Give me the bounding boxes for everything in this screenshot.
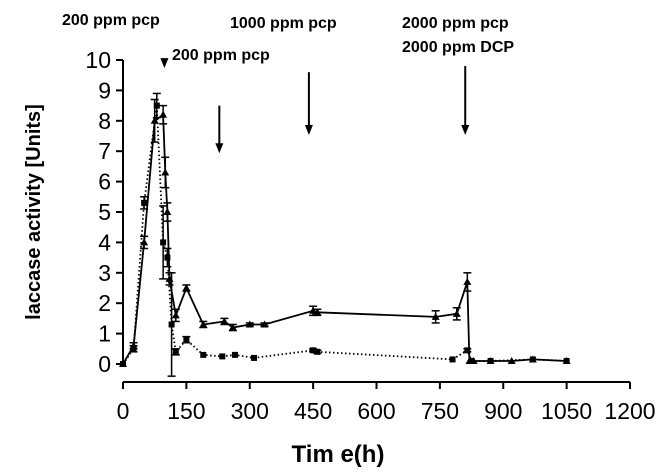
series-layer — [119, 92, 571, 377]
data-point — [464, 347, 471, 354]
data-point — [487, 357, 494, 364]
x-tick-label: 600 — [357, 398, 395, 424]
arrowhead — [215, 143, 224, 154]
data-point — [182, 284, 191, 291]
y-tick-label: 1 — [98, 321, 111, 347]
y-tick-label: 0 — [98, 351, 111, 377]
data-point — [228, 323, 237, 331]
annotation-layer: 200 ppm pcp 200 ppm pcp 1000 ppm pcp 200… — [62, 12, 514, 154]
arrowhead — [304, 124, 313, 135]
series-line — [122, 105, 567, 365]
x-tick-label: 300 — [231, 398, 269, 424]
axes: 0 1 2 3 4 5 6 7 8 9 10 0 150 300 450 600 750 900 1050 1200 — [85, 47, 655, 424]
series-line — [122, 112, 567, 365]
data-point — [220, 317, 229, 325]
y-tick-label: 7 — [98, 138, 111, 164]
y-tick-label: 2 — [98, 290, 111, 316]
y-tick-label: 8 — [98, 108, 111, 134]
annotation-label: 1000 ppm pcp — [230, 15, 337, 32]
series-dotted — [120, 92, 570, 377]
annotation-label: 2000 ppm DCP — [402, 39, 514, 56]
data-point — [250, 354, 257, 361]
y-tick-label: 6 — [98, 169, 111, 195]
x-tick-label: 1200 — [604, 398, 655, 424]
annotation-label: 200 ppm pcp — [172, 47, 270, 64]
y-tick-label: 5 — [98, 199, 111, 225]
data-point — [449, 356, 456, 363]
annotation-label: 200 ppm pcp — [62, 12, 160, 29]
data-point — [163, 208, 172, 215]
data-point — [161, 168, 170, 176]
data-point — [141, 199, 148, 206]
annotation-label: 2000 ppm pcp — [402, 15, 509, 32]
data-point — [171, 311, 180, 319]
x-tick-label: 1050 — [541, 398, 592, 424]
data-point — [314, 348, 321, 355]
data-point — [431, 312, 440, 320]
data-point — [168, 321, 175, 328]
data-point — [120, 361, 126, 367]
y-tick-label: 9 — [98, 77, 111, 103]
data-point — [160, 239, 167, 246]
y-tick-label: 4 — [98, 229, 111, 255]
data-point — [172, 348, 179, 355]
x-tick-label: 150 — [167, 398, 205, 424]
data-point — [309, 306, 318, 314]
data-point — [200, 351, 207, 358]
series-solid — [119, 98, 571, 367]
data-point — [183, 336, 190, 343]
data-point — [164, 254, 171, 261]
arrowhead — [461, 124, 470, 135]
data-point — [468, 357, 475, 364]
data-point — [452, 309, 461, 317]
data-point — [231, 351, 238, 358]
arrowhead — [160, 58, 169, 69]
data-point — [260, 320, 269, 328]
data-point — [199, 320, 208, 328]
data-point — [563, 357, 570, 364]
data-point — [219, 353, 226, 360]
y-tick-label: 10 — [85, 47, 111, 73]
x-tick-label: 900 — [484, 398, 522, 424]
data-point — [245, 320, 254, 328]
y-tick-label: 3 — [98, 260, 111, 286]
y-axis-title: laccase activity [Units] — [23, 104, 45, 320]
data-point — [310, 347, 317, 354]
data-point — [159, 110, 168, 118]
data-point — [313, 308, 322, 316]
x-axis-title: Tim e(h) — [292, 441, 385, 468]
x-tick-label: 750 — [421, 398, 459, 424]
data-point — [130, 345, 137, 352]
data-point — [153, 102, 160, 109]
x-tick-label: 450 — [294, 398, 332, 424]
data-point — [529, 356, 536, 363]
data-point — [463, 277, 472, 285]
data-point — [140, 238, 149, 246]
x-tick-label: 0 — [117, 398, 130, 424]
